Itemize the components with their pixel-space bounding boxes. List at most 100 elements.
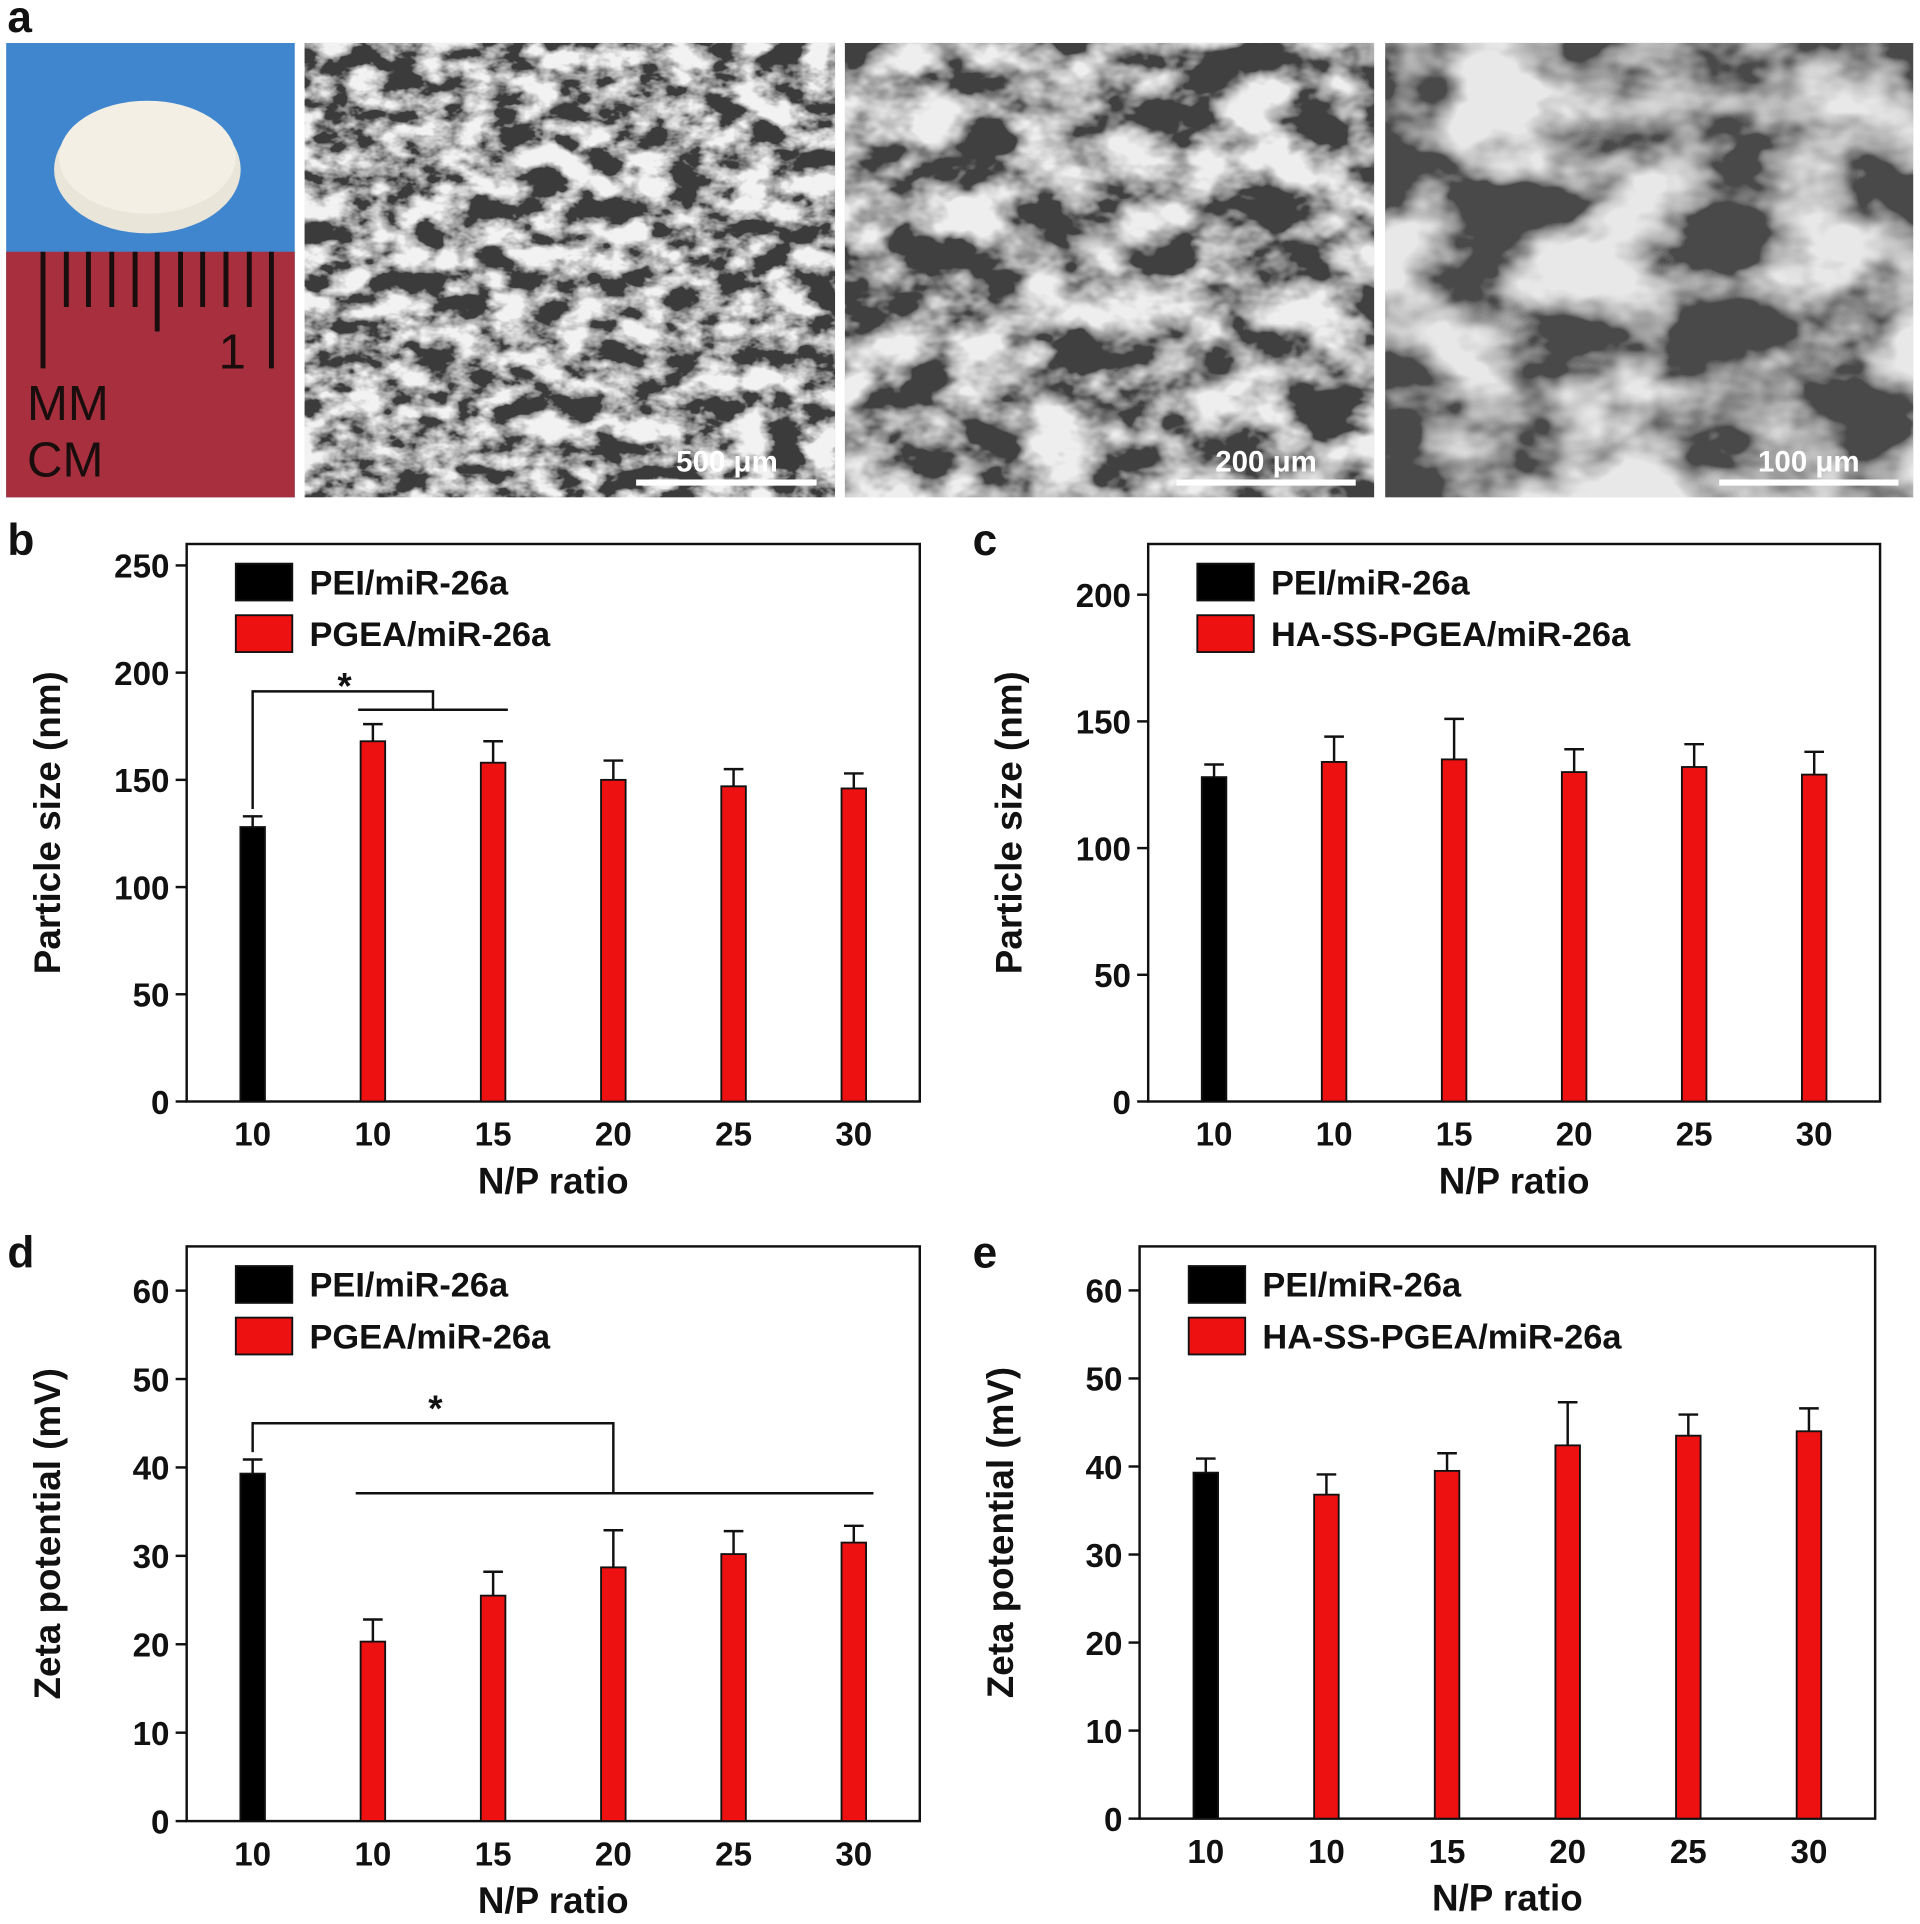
- x-tick-label: 25: [1676, 1117, 1713, 1154]
- error-bar: [1195, 1457, 1216, 1473]
- y-tick-label: 50: [1086, 1362, 1123, 1399]
- error-bar: [363, 722, 383, 742]
- panel-label: c: [973, 516, 998, 565]
- chart: c 0 50 100 150 200 10 10 15 20 25 30 N/P ratio Partic…: [973, 516, 1882, 1202]
- annotation: *: [337, 666, 352, 707]
- x-tick-label: 15: [1429, 1834, 1466, 1871]
- bar: [1433, 1469, 1461, 1820]
- significance-bracket: [251, 1422, 874, 1495]
- x-axis-label: N/P ratio: [478, 1161, 629, 1202]
- y-tick-label: 250: [114, 549, 169, 586]
- scale-bar-label: 200 μm: [1215, 446, 1317, 479]
- y-tick-label: 100: [1076, 831, 1131, 868]
- plot-frame: [185, 542, 922, 1103]
- x-tick-label: 25: [715, 1117, 752, 1154]
- y-tick-label: 0: [1104, 1802, 1122, 1839]
- legend-swatch: [1187, 1316, 1247, 1356]
- y-tick-label: 200: [1076, 578, 1131, 615]
- bar: [840, 1541, 868, 1823]
- bar: [600, 1566, 627, 1823]
- error-bar: [603, 1528, 624, 1568]
- chart: b 0 50 100 150 200 250 10 10 15 20 25 30 N/P ratio Par…: [7, 516, 922, 1202]
- bar: [720, 1553, 747, 1823]
- legend-label: PEI/miR-26a: [309, 1267, 509, 1305]
- sem-image: [844, 42, 1375, 498]
- ruler-text: MM: [27, 377, 109, 431]
- error-bar: [1804, 750, 1825, 775]
- y-tick-label: 60: [1086, 1274, 1123, 1311]
- bar: [1440, 758, 1468, 1103]
- bar: [1675, 1434, 1702, 1820]
- error-bar: [1557, 1401, 1578, 1446]
- x-tick-label: 10: [1196, 1117, 1233, 1154]
- plot-frame: [1138, 1245, 1877, 1820]
- scale-bar-label: 100 μm: [1758, 446, 1860, 479]
- error-bar: [242, 815, 263, 828]
- bar: [1680, 766, 1708, 1103]
- ruler-ticks: [40, 251, 274, 369]
- error-bar: [723, 767, 744, 787]
- x-tick-label: 10: [1308, 1834, 1345, 1871]
- bar: [239, 826, 266, 1103]
- bar: [1200, 776, 1228, 1103]
- error-bar: [1324, 735, 1344, 762]
- legend-swatch: [1196, 562, 1255, 602]
- bar: [720, 785, 747, 1103]
- legend-swatch: [234, 562, 294, 602]
- legend-swatch: [234, 614, 294, 653]
- bar: [479, 761, 507, 1103]
- y-tick-label: 30: [1086, 1538, 1123, 1575]
- panel-label: e: [973, 1228, 998, 1277]
- y-tick-label: 0: [151, 1804, 169, 1841]
- x-tick-label: 15: [1436, 1117, 1473, 1154]
- error-bar: [1204, 763, 1224, 778]
- bar: [840, 787, 868, 1103]
- x-tick-label: 30: [835, 1836, 872, 1873]
- x-tick-label: 10: [354, 1836, 391, 1873]
- x-tick-label: 20: [1556, 1117, 1593, 1154]
- y-tick-label: 200: [114, 656, 169, 693]
- x-tick-label: 10: [354, 1117, 391, 1154]
- x-tick-label: 30: [1791, 1834, 1828, 1871]
- bar: [359, 1640, 387, 1823]
- bar: [1795, 1430, 1823, 1820]
- plot-frame: [185, 1245, 922, 1823]
- error-bar: [1799, 1407, 1819, 1432]
- panel-label: b: [7, 516, 34, 565]
- error-bar: [843, 1524, 864, 1543]
- y-tick-label: 50: [133, 1362, 170, 1399]
- error-bar: [1564, 748, 1584, 773]
- annotation: *: [428, 1388, 443, 1429]
- x-tick-label: 10: [1187, 1834, 1224, 1871]
- legend-label: PGEA/miR-26a: [309, 616, 551, 654]
- bar: [479, 1594, 507, 1823]
- x-tick-label: 30: [835, 1117, 872, 1154]
- legend-label: PGEA/miR-26a: [309, 1318, 551, 1356]
- bar: [600, 778, 627, 1103]
- error-bar: [242, 1458, 263, 1474]
- x-axis-label: N/P ratio: [478, 1880, 629, 1921]
- x-tick-label: 10: [234, 1117, 271, 1154]
- x-tick-label: 20: [595, 1836, 632, 1873]
- bar: [1192, 1471, 1219, 1820]
- error-bar: [1684, 742, 1704, 767]
- bar: [1313, 1493, 1340, 1820]
- legend-swatch: [234, 1265, 294, 1304]
- x-tick-label: 15: [475, 1117, 512, 1154]
- error-bar: [483, 1570, 503, 1596]
- x-tick-label: 10: [1316, 1117, 1353, 1154]
- y-tick-label: 50: [1094, 958, 1131, 995]
- chart: d 0 10 20 30 40 50 60 10 10 15 20 25 30 N/P ratio Zeta …: [7, 1228, 922, 1921]
- y-tick-label: 0: [151, 1085, 169, 1122]
- ruler-text: 1: [219, 325, 246, 379]
- y-tick-label: 20: [133, 1628, 170, 1665]
- bar: [1320, 761, 1348, 1103]
- y-tick-label: 40: [1086, 1450, 1123, 1487]
- legend-label: HA-SS-PGEA/miR-26a: [1271, 616, 1631, 654]
- legend-swatch: [1187, 1265, 1247, 1304]
- y-tick-label: 150: [114, 763, 169, 800]
- significance-bracket: [251, 690, 508, 809]
- plot-frame: [1146, 542, 1882, 1103]
- y-tick-label: 10: [1086, 1714, 1123, 1751]
